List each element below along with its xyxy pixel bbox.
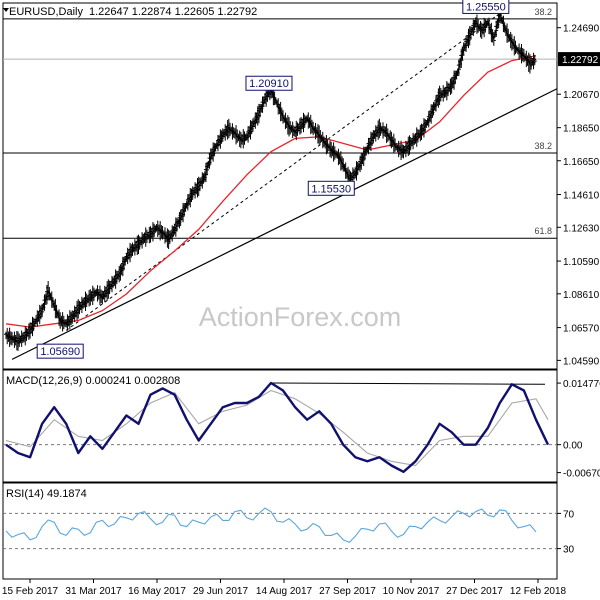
rsi-tick-label: 30	[563, 545, 575, 556]
x-tick-label: 29 Jun 2017	[193, 586, 248, 597]
price-annotation-label: 1.15530	[311, 183, 351, 195]
macd-divergence-line	[270, 382, 546, 385]
x-tick-label: 27 Dec 2017	[446, 586, 503, 597]
fib-level-label: 38.2	[534, 7, 552, 17]
x-axis: 15 Feb 2017 31 Mar 2017 16 May 2017 29 Jun …	[2, 579, 567, 597]
watermark: ActionForex.com	[199, 302, 402, 332]
macd-tick-label: 0.00	[563, 441, 583, 452]
macd-signal-line	[5, 389, 549, 467]
current-price-label: 1.22792	[562, 55, 599, 66]
price-tick-label: 1.08610	[563, 290, 600, 301]
price-tick-label: 1.04590	[563, 356, 600, 367]
x-tick-label: 14 Aug 2017	[256, 586, 313, 597]
macd-line	[5, 381, 550, 473]
rsi-label: RSI(14) 49.1874	[6, 488, 87, 500]
price-tick-label: 1.18650	[563, 124, 600, 135]
x-tick-label: 10 Nov 2017	[383, 586, 440, 597]
x-tick-label: 27 Sep 2017	[319, 586, 376, 597]
rsi-tick-label: 70	[563, 509, 575, 520]
ohlc-values: 1.22647 1.22874 1.22605 1.22792	[89, 6, 257, 18]
price-panel-frame	[2, 2, 558, 370]
price-tick-label: 1.16650	[563, 157, 600, 168]
symbol-name: EURUSD,Daily	[9, 6, 83, 18]
price-annotation-label: 1.05690	[40, 346, 80, 358]
price-tick-label: 1.12630	[563, 223, 600, 234]
symbol-label: EURUSD,Daily 1.22647 1.22874 1.22605 1.22…	[9, 6, 257, 18]
moving-average-line	[5, 55, 537, 328]
macd-panel: 0.014776 0.00 -0.006705 MACD(12,26,9) 0.00…	[2, 369, 600, 483]
price-tick-label: 1.14610	[563, 191, 600, 202]
macd-tick-label: -0.006705	[563, 469, 600, 480]
price-annotation-box	[245, 75, 293, 91]
price-annotation-box	[462, 0, 510, 14]
fib-level-label: 61.8	[534, 226, 552, 236]
rsi-panel-frame	[2, 482, 558, 580]
x-tick-label: 15 Feb 2017	[2, 586, 59, 597]
rsi-panel: 70 30 RSI(14) 49.1874	[2, 482, 575, 580]
macd-tick-label: 0.014776	[563, 379, 600, 390]
rsi-line	[5, 507, 537, 544]
support-trendline	[11, 88, 558, 360]
price-tick-label: 1.24690	[563, 24, 600, 35]
x-tick-label: 12 Feb 2018	[510, 586, 567, 597]
price-annotation-box	[307, 180, 355, 196]
price-tick-label: 1.20670	[563, 90, 600, 101]
dropdown-arrow-icon	[3, 8, 9, 12]
current-price-box	[558, 52, 600, 67]
x-tick-label: 31 Mar 2017	[65, 586, 122, 597]
price-panel: 38.2 38.2 61.8 1.25550 1.20910 1.15530 1.0569…	[2, 0, 600, 370]
fib-level-label: 38.2	[534, 141, 552, 151]
price-tick-label: 1.06570	[563, 324, 600, 335]
macd-label: MACD(12,26,9) 0.000241 0.002808	[6, 375, 180, 387]
x-tick-label: 16 May 2017	[128, 586, 186, 597]
price-tick-label: 1.10590	[563, 257, 600, 268]
price-annotation-box	[36, 343, 84, 359]
price-annotation-label: 1.20910	[249, 78, 289, 90]
price-annotation-label: 1.25550	[466, 1, 506, 13]
